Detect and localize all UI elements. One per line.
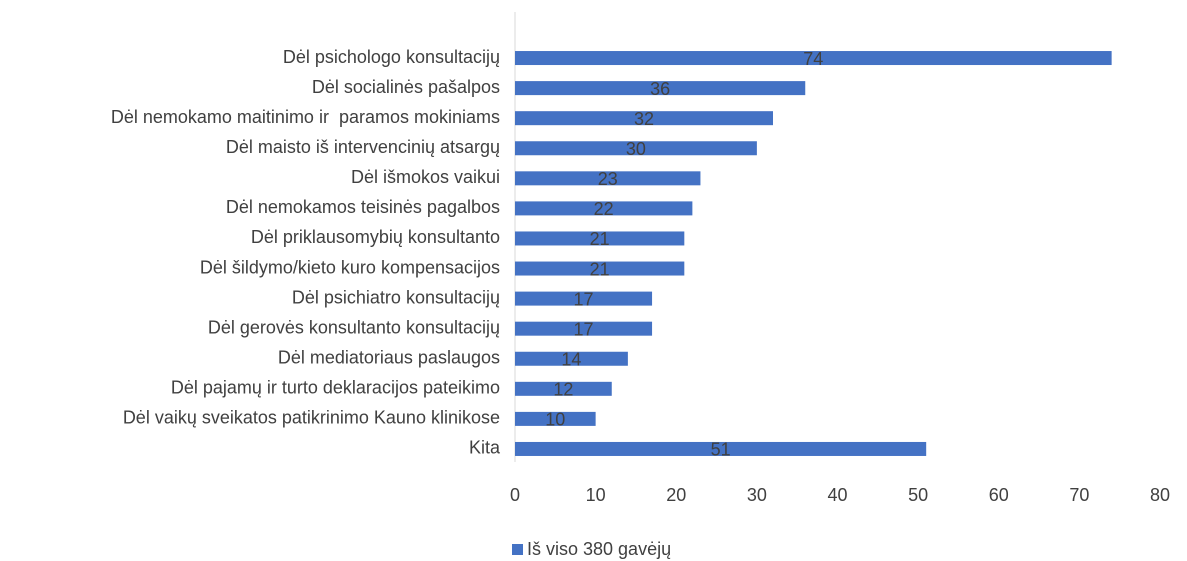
- data-label: 14: [561, 350, 581, 370]
- data-label: 21: [590, 259, 610, 279]
- data-label: 51: [711, 440, 731, 460]
- bar: [515, 51, 1112, 66]
- data-label: 21: [590, 229, 610, 249]
- x-tick-label: 30: [747, 485, 767, 505]
- y-tick-label: Dėl mediatoriaus paslaugos: [278, 348, 500, 368]
- data-label: 12: [553, 380, 573, 400]
- y-tick-label: Dėl išmokos vaikui: [351, 167, 500, 187]
- data-label: 17: [574, 319, 594, 339]
- x-tick-label: 50: [908, 485, 928, 505]
- bar: [515, 261, 685, 276]
- data-label: 36: [650, 79, 670, 99]
- bar: [515, 351, 628, 366]
- y-tick-label: Dėl psichiatro konsultacijų: [292, 287, 500, 307]
- data-label: 22: [594, 199, 614, 219]
- x-tick-label: 40: [827, 485, 847, 505]
- data-label: 10: [545, 410, 565, 430]
- bar: [515, 141, 757, 156]
- y-tick-label: Dėl gerovės konsultanto konsultacijų: [208, 317, 500, 337]
- bar: [515, 81, 806, 96]
- y-tick-label: Dėl nemokamos teisinės pagalbos: [226, 197, 500, 217]
- bar: [515, 201, 693, 216]
- bar: [515, 411, 596, 426]
- bar: [515, 381, 612, 396]
- legend-swatch: [512, 544, 523, 555]
- bar: [515, 441, 927, 456]
- y-tick-label: Dėl socialinės pašalpos: [312, 77, 500, 97]
- legend-label: Iš viso 380 gavėjų: [527, 539, 671, 559]
- bar: [515, 321, 653, 336]
- y-tick-label: Dėl vaikų sveikatos patikrinimo Kauno kl…: [123, 408, 500, 428]
- data-label: 32: [634, 109, 654, 129]
- x-tick-label: 60: [989, 485, 1009, 505]
- data-label: 30: [626, 139, 646, 159]
- y-tick-label: Dėl psichologo konsultacijų: [283, 47, 500, 67]
- x-tick-label: 10: [586, 485, 606, 505]
- data-label: 74: [803, 49, 823, 69]
- y-tick-label: Dėl nemokamo maitinimo ir paramos mokini…: [111, 107, 500, 127]
- y-tick-label: Dėl priklausomybių konsultanto: [251, 227, 500, 247]
- x-tick-label: 70: [1069, 485, 1089, 505]
- y-tick-label: Kita: [469, 438, 501, 458]
- data-label: 17: [574, 289, 594, 309]
- bar: [515, 171, 701, 186]
- data-label: 23: [598, 169, 618, 189]
- bar: [515, 231, 685, 246]
- y-tick-label: Dėl pajamų ir turto deklaracijos pateiki…: [171, 378, 500, 398]
- y-tick-label: Dėl maisto iš intervencinių atsargų: [226, 137, 500, 157]
- x-tick-label: 80: [1150, 485, 1170, 505]
- bar: [515, 291, 653, 306]
- x-tick-label: 20: [666, 485, 686, 505]
- x-tick-label: 0: [510, 485, 520, 505]
- bar: [515, 111, 773, 126]
- y-tick-label: Dėl šildymo/kieto kuro kompensacijos: [200, 257, 500, 277]
